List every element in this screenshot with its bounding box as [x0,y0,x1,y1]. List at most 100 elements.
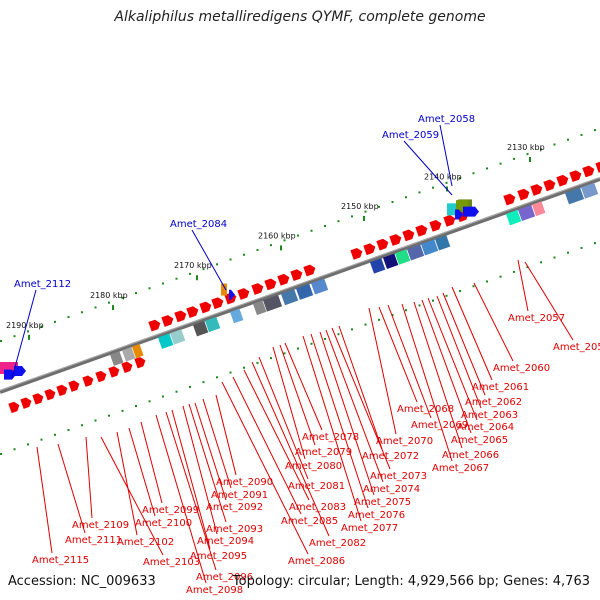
forward-gene-shape [503,193,516,206]
gene-box [204,316,221,333]
inner-dot [324,337,326,340]
forward-gene [134,357,146,369]
red-leader [116,431,138,536]
gene-label-red: Amet_2085 [281,516,338,527]
red-leader [524,261,574,341]
gene-label-red: Amet_2070 [376,436,433,447]
forward-gene-shape [415,224,428,237]
forward-gene [389,234,402,246]
reverse-gene [463,206,479,217]
gene-label-red: Amet_2086 [288,556,345,567]
forward-gene-shape [108,366,120,378]
red-leader [302,335,362,522]
red-leader [182,405,218,535]
outer-dot [580,133,583,136]
gene-box [580,182,599,199]
red-leader [36,446,53,554]
gene-box [131,344,144,359]
inner-dot [216,376,218,379]
forward-gene-shape [517,188,530,201]
inner-dot [162,395,164,398]
gene-label-blue: Amet_2058 [418,114,475,125]
forward-gene [569,170,582,183]
forward-gene [237,288,250,300]
inner-dot [27,443,29,446]
gene-box [434,235,451,251]
outer-dot [297,234,299,237]
red-leader [368,307,397,435]
forward-gene-shape [376,238,389,251]
red-leader [319,331,375,496]
forward-gene-shape [186,306,199,318]
gene-label-red: Amet_2109 [72,520,129,531]
inner-dot [540,261,542,264]
outer-dot [270,244,272,247]
red-leader [128,427,156,517]
inner-dot [486,280,488,283]
red-leader [325,329,384,483]
outer-gene-box [447,203,457,216]
red-leader [279,344,316,446]
red-leader [100,436,164,556]
gene-box [382,253,399,269]
gene-box [109,351,124,366]
gene-box [369,258,386,274]
forward-gene-shape [134,357,146,369]
gene-label-red: Amet_2098 [186,585,243,596]
gene-box-rect [121,346,136,362]
red-leader [421,299,472,434]
outer-dot [445,181,448,184]
red-leader [338,325,383,450]
gene-label-red: Amet_2094 [197,536,254,547]
forward-gene [251,283,264,295]
kbp-label: 2160 kbp [258,231,296,240]
gene-box-rect [192,321,209,337]
gene-label-red: Amet_2079 [295,447,352,458]
forward-gene [199,301,212,314]
inner-dot [391,314,394,317]
outer-dot [81,311,83,314]
forward-gene [556,174,569,187]
outer-dot [13,335,16,338]
map-title: Alkaliphilus metalliredigens QYMF, compl… [114,9,486,25]
outer-dot [472,172,475,175]
outer-dot [94,306,97,309]
forward-gene-shape [389,234,402,246]
gene-box [505,209,522,226]
inner-dot [567,251,569,254]
gene-label-red: Amet_2100 [135,518,192,529]
gene-box-rect [310,278,329,295]
inner-dot [67,429,70,432]
forward-gene [211,297,224,310]
gene-label-red: Amet_2080 [285,461,342,472]
red-leader [251,361,330,537]
forward-gene-shape [211,297,224,310]
forward-gene-shape [95,370,107,383]
outer-dot [135,292,137,295]
blue-leader [11,289,37,379]
outer-dot [459,177,461,180]
gene-box-rect [531,201,546,217]
forward-gene-shape [277,273,290,286]
gene-box [157,333,174,349]
forward-gene [56,384,68,397]
forward-gene-shape [443,214,456,227]
gene-label-red: Amet_2092 [206,502,263,513]
forward-gene-shape [543,179,556,192]
red-leader [140,421,163,504]
outer-dot [324,224,326,227]
outer-dot [256,248,259,251]
forward-gene [161,315,174,327]
kbp-label: 2190 kbp [6,321,44,330]
outer-dot [54,320,56,323]
blue-leader [191,229,227,291]
gene-label-red: Amet_2060 [493,363,550,374]
kbp-label: 2140 kbp [424,172,462,181]
forward-gene-shape [20,397,32,409]
forward-gene-shape [251,283,264,295]
forward-gene [108,366,120,378]
gene-label-red: Amet_2076 [348,510,405,521]
outer-dot [40,325,43,328]
accession-text: Accession: NC_009633 [8,574,156,589]
forward-gene-shape [582,165,595,178]
